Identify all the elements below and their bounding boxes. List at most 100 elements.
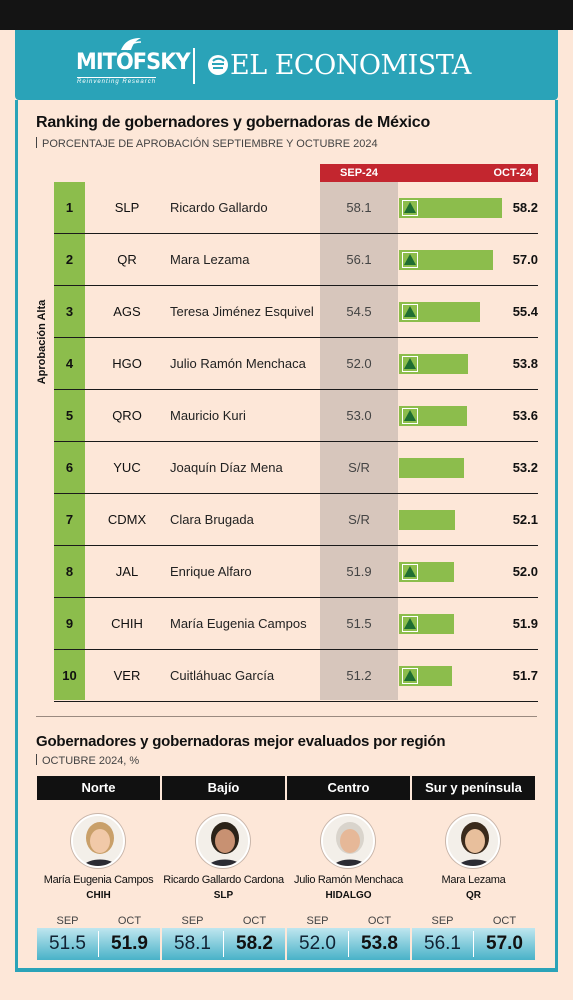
row-divider	[54, 389, 538, 390]
state-label: QR	[466, 890, 481, 901]
values-strip: 51.5 51.9	[37, 928, 160, 960]
table-row: 8 JAL Enrique Alfaro 51.9 52.0	[54, 546, 538, 598]
rank-number: 8	[65, 564, 74, 579]
oct-value: 51.9	[512, 616, 538, 631]
rank-number: 1	[65, 200, 74, 215]
oct-value: 52.1	[512, 512, 538, 527]
mitofsky-logo: MITOFSKY	[75, 50, 191, 75]
trend-up-icon	[404, 410, 416, 421]
governor-name: Ricardo Gallardo	[170, 200, 268, 215]
table-row: 4 HGO Julio Ramón Menchaca 52.0 53.8	[54, 338, 538, 390]
avatar	[71, 814, 125, 868]
rank-number: 7	[65, 512, 74, 527]
governor-name: Enrique Alfaro	[170, 564, 252, 579]
trend-up-icon	[404, 670, 416, 681]
state-abbreviation: YUC	[113, 460, 141, 475]
governor-name: Mauricio Kuri	[170, 408, 246, 423]
oct-value: 52.0	[512, 564, 538, 579]
ranking-title: Ranking de gobernadores y gobernadoras d…	[36, 114, 431, 131]
table-row: 9 CHIH María Eugenia Campos 51.5 51.9	[54, 598, 538, 650]
oct-value: 55.4	[512, 304, 538, 319]
bottom-bar	[15, 968, 558, 972]
state-abbreviation: SLP	[114, 200, 140, 215]
oct-value: 51.7	[512, 668, 538, 683]
state-label: HIDALGO	[325, 890, 372, 901]
top-bar	[0, 0, 573, 30]
values-strip: 52.0 53.8	[287, 928, 410, 960]
portrait-icon	[73, 816, 123, 866]
trend-up-icon	[404, 618, 416, 629]
oct-value: 53.8	[512, 356, 538, 371]
governor-name: Julio Ramón Menchaca	[294, 874, 403, 886]
region-card: Bajío Ricardo Gallardo Cardona SLP SEP OCT 58…	[162, 776, 285, 960]
governor-name: Teresa Jiménez Esquivel	[170, 304, 314, 319]
rank-number: 10	[62, 668, 77, 683]
regions-subtitle: OCTUBRE 2024, %	[36, 754, 139, 767]
state-abbreviation: QR	[117, 252, 137, 267]
row-divider	[54, 493, 538, 494]
sep-value: 51.2	[346, 668, 372, 683]
approval-side-label: Aprobación Alta	[36, 299, 48, 385]
trend-up-icon	[404, 358, 416, 369]
table-row: 2 QR Mara Lezama 56.1 57.0	[54, 234, 538, 286]
sep-value: 52.0	[299, 933, 336, 954]
sep-label: SEP	[181, 915, 204, 927]
table-row: 10 VER Cuitláhuac García 51.2 51.7	[54, 650, 538, 702]
region-card: Norte María Eugenia Campos CHIH SEP OCT 51.5 5…	[37, 776, 160, 960]
row-divider	[54, 285, 538, 286]
logo-divider	[193, 48, 195, 84]
rank-number: 3	[65, 304, 74, 319]
avatar	[446, 814, 500, 868]
sep-label: SEP	[306, 915, 329, 927]
governor-name: Mara Lezama	[170, 252, 250, 267]
oct-value: 57.0	[512, 252, 538, 267]
bird-logo-icon	[121, 38, 142, 51]
state-abbreviation: CDMX	[107, 512, 147, 527]
avatar	[321, 814, 375, 868]
sep-value: 53.0	[346, 408, 372, 423]
state-label: SLP	[213, 890, 234, 901]
oct-value: 53.6	[512, 408, 538, 423]
row-divider	[54, 545, 538, 546]
state-abbreviation: CHIH	[111, 616, 143, 631]
oct-bar	[399, 458, 464, 478]
state-abbreviation: QRO	[112, 408, 142, 423]
sep-value: 51.5	[346, 616, 372, 631]
region-card: Sur y península Mara Lezama QR SEP OCT 56.1 57…	[412, 776, 535, 960]
oct-label: OCT	[117, 915, 142, 927]
trend-up-icon	[404, 202, 416, 213]
governor-name: Joaquín Díaz Mena	[170, 460, 283, 475]
row-divider	[54, 233, 538, 234]
state-abbreviation: AGS	[113, 304, 141, 319]
values-divider	[348, 931, 349, 957]
table-row: 5 QRO Mauricio Kuri 53.0 53.6	[54, 390, 538, 442]
oct-value: 53.8	[361, 933, 398, 954]
sep-value: S/R	[348, 460, 370, 475]
header-banner: MITOFSKY Reinventing Research EL ECONOMI…	[15, 30, 558, 100]
oct-value: 58.2	[512, 200, 538, 215]
rank-number: 2	[65, 252, 74, 267]
trend-up-icon-frame	[402, 564, 418, 580]
oct-value: 58.2	[236, 933, 273, 954]
trend-up-icon	[404, 254, 416, 265]
region-header: Sur y península	[412, 776, 535, 800]
portrait-icon	[323, 816, 373, 866]
mitofsky-tagline: Reinventing Research	[77, 77, 157, 85]
oct-bar	[399, 302, 481, 322]
governor-name: Mara Lezama	[441, 874, 506, 886]
trend-up-icon-frame	[402, 668, 418, 684]
sep-value: 58.1	[174, 933, 211, 954]
table-row: 3 AGS Teresa Jiménez Esquivel 54.5 55.4	[54, 286, 538, 338]
sep-value: 58.1	[346, 200, 372, 215]
ranking-subtitle: PORCENTAJE DE APROBACIÓN SEPTIEMBRE Y OC…	[36, 137, 378, 150]
el-economista-logo: EL ECONOMISTA	[230, 50, 471, 81]
trend-up-icon-frame	[402, 252, 418, 268]
oct-label: OCT	[492, 915, 517, 927]
sep-label: SEP	[56, 915, 79, 927]
trend-up-icon	[404, 566, 416, 577]
table-row: 7 CDMX Clara Brugada S/R 52.1	[54, 494, 538, 546]
region-header: Bajío	[162, 776, 285, 800]
section-divider	[36, 716, 537, 717]
values-divider	[473, 931, 474, 957]
region-header: Norte	[37, 776, 160, 800]
